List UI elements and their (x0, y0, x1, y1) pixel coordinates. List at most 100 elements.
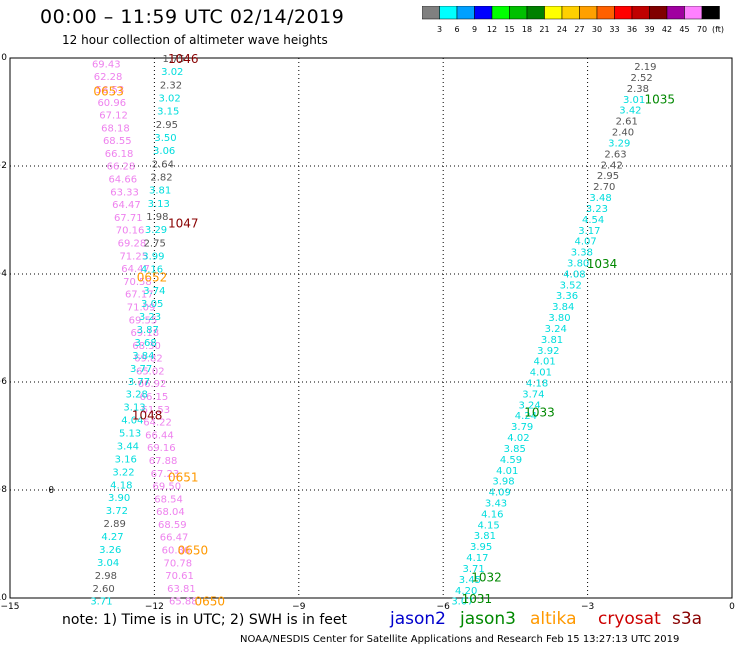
right-track-value: 3.80 (548, 313, 570, 324)
right-track-value: 3.38 (571, 248, 593, 259)
mid-track-value: 3.99 (142, 251, 164, 262)
pink-track-value: 60.96 (97, 98, 126, 109)
pink-track-value: 69.16 (147, 443, 176, 454)
page-subtitle: 12 hour collection of altimeter wave hei… (62, 33, 328, 47)
pink-track-value: 66.15 (140, 392, 169, 403)
cyan-track-value: 3.77 (128, 377, 150, 388)
satellite-jason2: jason2 (390, 609, 446, 629)
right-track-value: 3.85 (504, 444, 526, 455)
right-track-value: 3.95 (470, 542, 492, 553)
pink-track-value: 68.04 (156, 507, 185, 518)
pass-number-label: 1034 (587, 257, 618, 271)
footnote: note: 1) Time is in UTC; 2) SWH is in fe… (62, 612, 348, 628)
pink-track-value: 69.43 (92, 59, 121, 70)
pink-track-value: 69.18 (130, 328, 159, 339)
scale-tick-label: 39 (644, 25, 654, 34)
pink-track-value: 68.55 (103, 136, 132, 147)
mid-track-value: 3.06 (153, 146, 175, 157)
pink-track-value: 61.53 (141, 405, 170, 416)
scale-tick-label: 18 (522, 25, 532, 34)
y-tick-label: −6 (0, 377, 7, 387)
pink-track-value: 69.55 (129, 315, 158, 326)
mid-track-value: 3.02 (158, 93, 180, 104)
pink-track-value: 56.53 (96, 85, 125, 96)
cyan-track-value: 3.72 (106, 506, 128, 517)
cyan-track-value: 3.22 (112, 467, 134, 478)
right-track-value: 4.01 (530, 368, 552, 379)
right-track-value: 2.95 (597, 171, 619, 182)
pink-track-value: 70.16 (116, 226, 145, 237)
satellite-s3a: s3a (672, 609, 703, 629)
pink-track-value: 64.47 (112, 200, 141, 211)
pink-track-value: 63.33 (110, 187, 139, 198)
pink-track-value: 67.23 (151, 469, 180, 480)
pink-track-value: 67.17 (125, 290, 154, 301)
pink-track-value: 70.58 (123, 277, 152, 288)
pink-track-value: 71.09 (127, 302, 156, 313)
pink-track-value: 66.28 (107, 162, 136, 173)
y-tick-label: −2 (0, 161, 7, 171)
right-track-value: 3.74 (522, 389, 544, 400)
pink-track-value: 66.92 (138, 379, 167, 390)
mid-track-value: 2.75 (144, 238, 166, 249)
pink-track-value: 68.30 (132, 341, 161, 352)
x-tick-label: −15 (1, 602, 20, 612)
cyan-track-value: 3.84 (132, 351, 154, 362)
right-track-value: 3.79 (511, 422, 533, 433)
right-track-value: 2.61 (616, 117, 638, 128)
right-track-value: 4.24 (515, 411, 537, 422)
pink-track-value: 66.18 (105, 149, 134, 160)
mid-track-value: 2.32 (160, 80, 182, 91)
pink-track-value: 70.78 (163, 558, 192, 569)
pass-number-label: 0650 (194, 595, 225, 609)
right-track-value: 3.80 (567, 258, 589, 269)
pink-track-value: 66.44 (145, 430, 174, 441)
cyan-track-value: 2.98 (95, 571, 117, 582)
right-track-value: 4.08 (563, 269, 585, 280)
right-track-value: 4.07 (575, 237, 597, 248)
x-tick-label: −12 (145, 602, 164, 612)
scale-tick-label: 21 (539, 25, 549, 34)
pass-number-label: 1033 (524, 406, 555, 420)
pass-number-label: 0650 (178, 543, 209, 557)
cyan-track-value: 3.05 (141, 299, 163, 310)
right-track-value: 2.40 (612, 128, 634, 139)
right-track-value: 3.71 (463, 564, 485, 575)
y-tick-label: −10 (0, 593, 7, 603)
y-tick-label: 0 (1, 53, 7, 63)
right-track-value: 3.52 (560, 280, 582, 291)
scale-tick-label: 6 (454, 25, 459, 34)
right-track-value: 4.15 (477, 520, 499, 531)
cyan-track-value: 3.04 (97, 558, 119, 569)
pink-track-value: 62.28 (94, 72, 123, 83)
credit-line: NOAA/NESDIS Center for Satellite Applica… (240, 634, 680, 645)
cyan-track-value: 2.60 (93, 584, 115, 595)
cyan-track-value: 3.71 (90, 597, 112, 608)
right-track-value: 4.16 (481, 509, 503, 520)
pink-track-value: 68.54 (154, 494, 183, 505)
y-tick-label: −8 (0, 485, 7, 495)
pass-number-label: 1048 (132, 408, 163, 422)
cyan-track-value: 3.87 (137, 325, 159, 336)
mid-track-value: 4.16 (141, 265, 163, 276)
right-track-value: 3.07 (451, 597, 473, 608)
cyan-track-value: 3.44 (117, 441, 139, 452)
pink-track-value: 69.28 (118, 239, 147, 250)
x-tick-label: −6 (437, 602, 451, 612)
wave-height-color-scale: 3 6 9 12 15 18 21 24 27 30 33 36 39 42 45 70 (ft) (422, 6, 724, 34)
mid-track-value: 2.95 (156, 120, 178, 131)
right-track-value: 4.02 (507, 433, 529, 444)
pink-track-value: 67.71 (114, 213, 143, 224)
cyan-track-value: 3.90 (108, 493, 130, 504)
right-track-value: 2.38 (627, 84, 649, 95)
pink-track-value: 69.50 (152, 482, 181, 493)
right-track-value: 4.09 (489, 488, 511, 499)
scale-tick-label: 9 (472, 25, 477, 34)
right-track-value: 4.17 (466, 553, 488, 564)
cyan-track-value: 3.23 (139, 312, 161, 323)
right-track-value: 3.81 (541, 335, 563, 346)
right-track-value: 4.20 (455, 586, 477, 597)
pink-track-value: 68.59 (158, 520, 187, 531)
scale-tick-label: 27 (574, 25, 584, 34)
